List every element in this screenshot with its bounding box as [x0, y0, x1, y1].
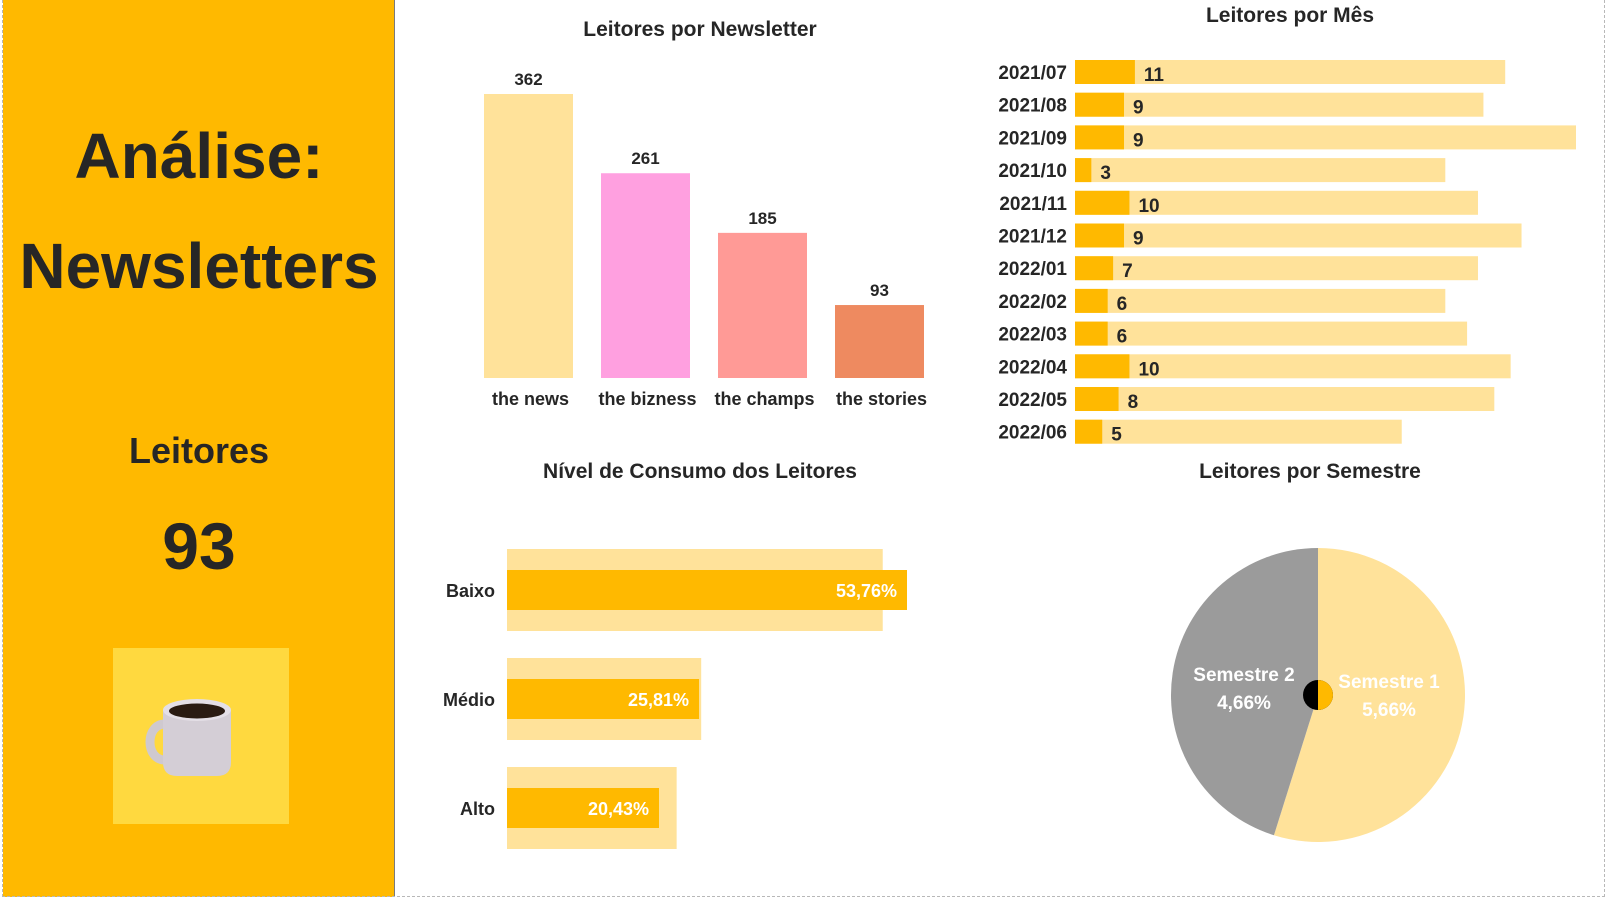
pie-value-label: 4,66% — [1217, 693, 1271, 714]
month-bar — [1075, 288, 1108, 313]
consumption-category-label: Baixo — [446, 581, 495, 601]
month-value-label: 6 — [1117, 327, 1128, 348]
month-bar — [1075, 60, 1135, 84]
readers-label: Leitores — [128, 430, 270, 471]
month-background-bar — [1075, 354, 1511, 379]
consumption-category-label: Médio — [443, 690, 495, 710]
month-bar — [1075, 256, 1114, 281]
pie-category-label: Semestre 2 — [1193, 665, 1294, 686]
dashboard-title-line1: Análise: — [74, 120, 324, 192]
chart-title-consumption: Nível de Consumo dos Leitores — [543, 460, 857, 483]
month-label: 2021/07 — [998, 63, 1067, 84]
month-value-label: 9 — [1133, 130, 1144, 151]
month-background-bar — [1075, 125, 1576, 150]
bar-the-news — [484, 94, 573, 378]
bar-value-label: 362 — [514, 70, 542, 89]
month-bar — [1075, 354, 1130, 379]
month-background-bar — [1075, 288, 1446, 313]
newsletter-bar-chart: 362 the news 261 the bizness 185 the champs 93… — [484, 70, 927, 409]
month-label: 2021/11 — [999, 194, 1067, 215]
month-label: 2022/02 — [998, 292, 1067, 313]
bar-value-label: 185 — [748, 209, 776, 228]
month-value-label: 11 — [1144, 65, 1165, 86]
month-background-bar — [1075, 223, 1522, 248]
readers-value: 93 — [162, 509, 236, 583]
pie-value-label: 5,66% — [1362, 700, 1416, 721]
bar-value-label: 93 — [870, 281, 889, 300]
pie-slice-Semestre-1 — [1273, 548, 1465, 842]
pie-category-label: Semestre 1 — [1338, 672, 1440, 693]
consumption-value-label: 25,81% — [628, 690, 689, 710]
month-bar — [1075, 223, 1125, 248]
month-value-label: 9 — [1133, 229, 1144, 250]
bar-the-stories — [835, 305, 924, 378]
month-label: 2022/05 — [998, 390, 1067, 411]
sidebar-panel: Análise: Newsletters Leitores 93 — [3, 0, 395, 897]
month-background-bar — [1075, 158, 1446, 183]
consumption-category-label: Alto — [460, 799, 495, 819]
monthly-bar-chart: 2021/07 11 2021/08 9 2021/09 9 2021/10 3 2021/11… — [998, 60, 1576, 446]
month-value-label: 9 — [1133, 98, 1144, 119]
dashboard-title-line2: Newsletters — [19, 230, 379, 302]
month-background-bar — [1075, 387, 1495, 411]
consumption-bar — [507, 570, 907, 610]
month-value-label: 3 — [1100, 163, 1111, 184]
month-background-bar — [1075, 256, 1478, 281]
consumption-bar — [507, 679, 700, 719]
chart-title-semester: Leitores por Semestre — [1199, 460, 1421, 483]
month-bar — [1075, 387, 1119, 411]
semester-pie-chart: Semestre 1 5,66% Semestre 2 4,66% — [1171, 548, 1465, 842]
month-background-bar — [1075, 92, 1484, 117]
month-label: 2021/10 — [998, 161, 1067, 182]
month-background-bar — [1075, 321, 1468, 346]
month-value-label: 10 — [1138, 359, 1159, 380]
pie-center-half — [1318, 680, 1333, 710]
month-bar — [1075, 125, 1125, 150]
chart-title-newsletter: Leitores por Newsletter — [583, 18, 817, 41]
bar-value-label: 261 — [631, 149, 659, 168]
month-label: 2021/09 — [998, 128, 1067, 149]
consumption-value-label: 20,43% — [588, 799, 649, 819]
month-background-bar — [1075, 60, 1506, 84]
bar-the-champs — [718, 232, 807, 378]
consumption-value-label: 53,76% — [836, 581, 897, 601]
month-value-label: 8 — [1128, 392, 1139, 413]
chart-title-monthly: Leitores por Mês — [1205, 4, 1375, 27]
bar-the-bizness — [601, 173, 690, 378]
month-value-label: 7 — [1122, 261, 1133, 282]
coffee-mug-icon — [145, 699, 231, 776]
month-bar — [1075, 92, 1125, 117]
month-label: 2021/12 — [998, 227, 1067, 248]
month-bar — [1075, 419, 1103, 444]
category-label: the news — [492, 389, 569, 409]
month-bar — [1075, 190, 1130, 215]
month-label: 2021/08 — [998, 96, 1067, 117]
month-value-label: 10 — [1138, 196, 1159, 217]
month-value-label: 5 — [1111, 425, 1122, 446]
month-value-label: 6 — [1117, 294, 1128, 315]
category-label: the bizness — [598, 389, 696, 409]
month-bar — [1075, 321, 1108, 346]
pie-slice-Semestre-2 — [1171, 548, 1318, 836]
month-background-bar — [1075, 419, 1402, 444]
consumption-bar — [507, 788, 660, 828]
month-label: 2022/03 — [998, 325, 1067, 346]
category-label: the stories — [836, 389, 927, 409]
month-bar — [1075, 158, 1092, 183]
consumption-bar-chart: Baixo 53,76% Médio 25,81% Alto 20,43% — [443, 549, 907, 849]
month-label: 2022/06 — [998, 423, 1067, 444]
month-label: 2022/04 — [998, 357, 1067, 378]
month-label: 2022/01 — [998, 259, 1067, 280]
month-background-bar — [1075, 190, 1478, 215]
coffee-icon-tile — [113, 648, 289, 824]
category-label: the champs — [714, 389, 814, 409]
